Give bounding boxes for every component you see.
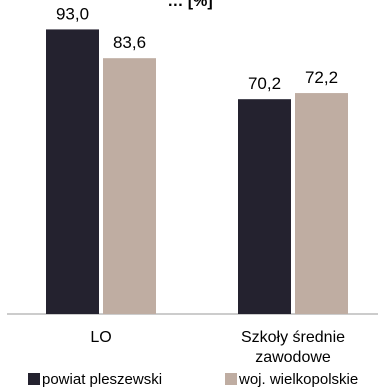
category-labels-group: LO Szkoły średnie zawodowe xyxy=(90,329,345,366)
bar-wojewodztwo-1 xyxy=(295,93,348,315)
legend-swatch-powiat xyxy=(28,373,40,385)
legend: powiat pleszewski woj. wielkopolskie xyxy=(28,371,358,388)
bar-powiat-1 xyxy=(238,99,291,314)
legend-label-powiat: powiat pleszewski xyxy=(42,371,162,388)
value-label: 83,6 xyxy=(113,33,146,52)
bars-group xyxy=(46,29,348,315)
chart-title: … [%] xyxy=(167,0,212,10)
legend-swatch-wojewodztwo xyxy=(225,373,237,385)
category-label: Szkoły średnie xyxy=(241,329,345,346)
bar-powiat-0 xyxy=(46,29,99,314)
value-label: 93,0 xyxy=(56,4,89,23)
value-label: 72,2 xyxy=(305,68,338,87)
category-label: LO xyxy=(90,329,111,346)
value-labels-group: 93,0 83,6 70,2 72,2 xyxy=(56,4,338,93)
bar-wojewodztwo-0 xyxy=(103,58,156,315)
value-label: 70,2 xyxy=(248,74,281,93)
category-label: zawodowe xyxy=(255,349,331,366)
legend-label-wojewodztwo: woj. wielkopolskie xyxy=(238,371,358,388)
